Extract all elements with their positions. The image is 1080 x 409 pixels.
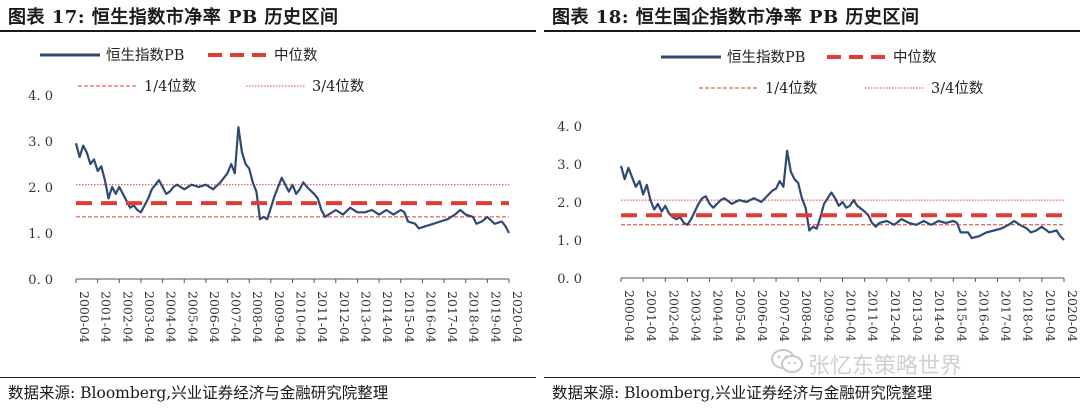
- y-tick-label: 1. 0: [28, 227, 53, 242]
- x-tick-label: 2003-04: [688, 290, 703, 342]
- y-tick-label: 0. 0: [557, 272, 582, 287]
- wechat-icon: [771, 349, 803, 373]
- x-tick-label: 2006-04: [755, 290, 770, 342]
- x-tick-label: 2020-04: [1065, 290, 1080, 342]
- panel-divider: [536, 0, 544, 409]
- chart-18: 4. 0 3. 0 2. 0 1. 0 0. 0 2000-04 2001-04 2002-0…: [557, 49, 1080, 342]
- watermark: 张忆东策略世界: [808, 354, 963, 379]
- chart-title: 图表 17: 恒生指数市净率 PB 历史区间: [8, 7, 339, 28]
- y-tick-label: 4. 0: [28, 89, 53, 104]
- title-rule: [544, 30, 1080, 32]
- x-tick-label: 2010-04: [294, 291, 309, 343]
- x-tick-label: 2017-04: [445, 291, 460, 343]
- chart-source: 数据来源: Bloomberg,兴业证券经济与金融研究院整理: [8, 384, 389, 402]
- x-tick-label: 2017-04: [999, 290, 1014, 342]
- x-tick-label: 2008-04: [250, 291, 265, 343]
- bottom-rule: [0, 377, 536, 378]
- x-tick-label: 2003-04: [142, 291, 157, 343]
- legend-label-pb: 恒生指数PB: [727, 49, 805, 66]
- chart-panel-17: 图表 17: 恒生指数市净率 PB 历史区间 4. 0 3. 0 2. 0 1. 0 0…: [0, 0, 536, 409]
- x-tick-label: 2014-04: [380, 291, 395, 343]
- chart-title: 图表 18: 恒生国企指数市净率 PB 历史区间: [552, 7, 920, 28]
- y-tick-label: 3. 0: [28, 135, 53, 150]
- chart-source: 数据来源: Bloomberg,兴业证券经济与金融研究院整理: [552, 384, 933, 402]
- x-tick-label: 2002-04: [120, 291, 135, 343]
- legend-label-median: 中位数: [893, 49, 937, 66]
- y-tick-label: 2. 0: [28, 181, 53, 196]
- x-tick-label: 2014-04: [932, 290, 947, 342]
- x-tick-label: 2004-04: [164, 291, 179, 343]
- x-tick-label: 2001-04: [99, 291, 114, 343]
- x-tick-label: 2015-04: [402, 291, 417, 343]
- x-tick-label: 2007-04: [777, 290, 792, 342]
- legend-label-q3: 3/4位数: [312, 78, 365, 95]
- y-tick-label: 3. 0: [557, 158, 582, 173]
- x-tick-label: 2000-04: [77, 291, 92, 343]
- x-tick-label: 2020-04: [510, 291, 525, 343]
- x-tick-label: 2009-04: [272, 291, 287, 343]
- x-tick-label: 2008-04: [799, 290, 814, 342]
- x-tick-label: 2012-04: [888, 290, 903, 342]
- legend-label-q1: 1/4位数: [765, 80, 818, 97]
- chart-17: 4. 0 3. 0 2. 0 1. 0 0. 0 2000-04 2001-04 2002-0…: [28, 47, 525, 343]
- x-tick-label: 2019-04: [488, 291, 503, 343]
- x-tick-label: 2018-04: [467, 291, 482, 343]
- legend-label-q1: 1/4位数: [144, 78, 197, 95]
- x-tick-label: 2010-04: [844, 290, 859, 342]
- x-tick-label: 2002-04: [666, 290, 681, 342]
- chart-panel-18: 图表 18: 恒生国企指数市净率 PB 历史区间 4. 0 3. 0 2. 0 1. …: [544, 0, 1080, 409]
- x-tick-label: 2013-04: [358, 291, 373, 343]
- x-tick-label: 2001-04: [644, 290, 659, 342]
- legend-label-q3: 3/4位数: [931, 80, 984, 97]
- y-tick-label: 2. 0: [557, 196, 582, 211]
- x-tick-label: 2006-04: [207, 291, 222, 343]
- x-tick-label: 2000-04: [622, 290, 637, 342]
- y-tick-label: 1. 0: [557, 234, 582, 249]
- x-tick-label: 2013-04: [910, 290, 925, 342]
- y-tick-label: 0. 0: [28, 273, 53, 288]
- x-tick-label: 2019-04: [1043, 290, 1058, 342]
- series-line-pb: [619, 149, 1065, 241]
- legend-label-median: 中位数: [274, 47, 318, 64]
- x-tick-label: 2015-04: [954, 290, 969, 342]
- x-tick-label: 2016-04: [976, 290, 991, 342]
- bottom-rule: [544, 377, 1080, 378]
- x-tick-label: 2018-04: [1021, 290, 1036, 342]
- x-tick-label: 2011-04: [315, 291, 330, 343]
- x-tick-label: 2011-04: [866, 290, 881, 342]
- x-tick-label: 2004-04: [711, 290, 726, 342]
- x-tick-label: 2005-04: [185, 291, 200, 343]
- y-tick-label: 4. 0: [557, 120, 582, 135]
- x-tick-label: 2016-04: [423, 291, 438, 343]
- x-tick-label: 2012-04: [337, 291, 352, 343]
- legend-label-pb: 恒生指数PB: [106, 47, 184, 64]
- x-tick-label: 2005-04: [733, 290, 748, 342]
- x-tick-label: 2009-04: [821, 290, 836, 342]
- title-rule: [0, 30, 536, 32]
- x-tick-label: 2007-04: [229, 291, 244, 343]
